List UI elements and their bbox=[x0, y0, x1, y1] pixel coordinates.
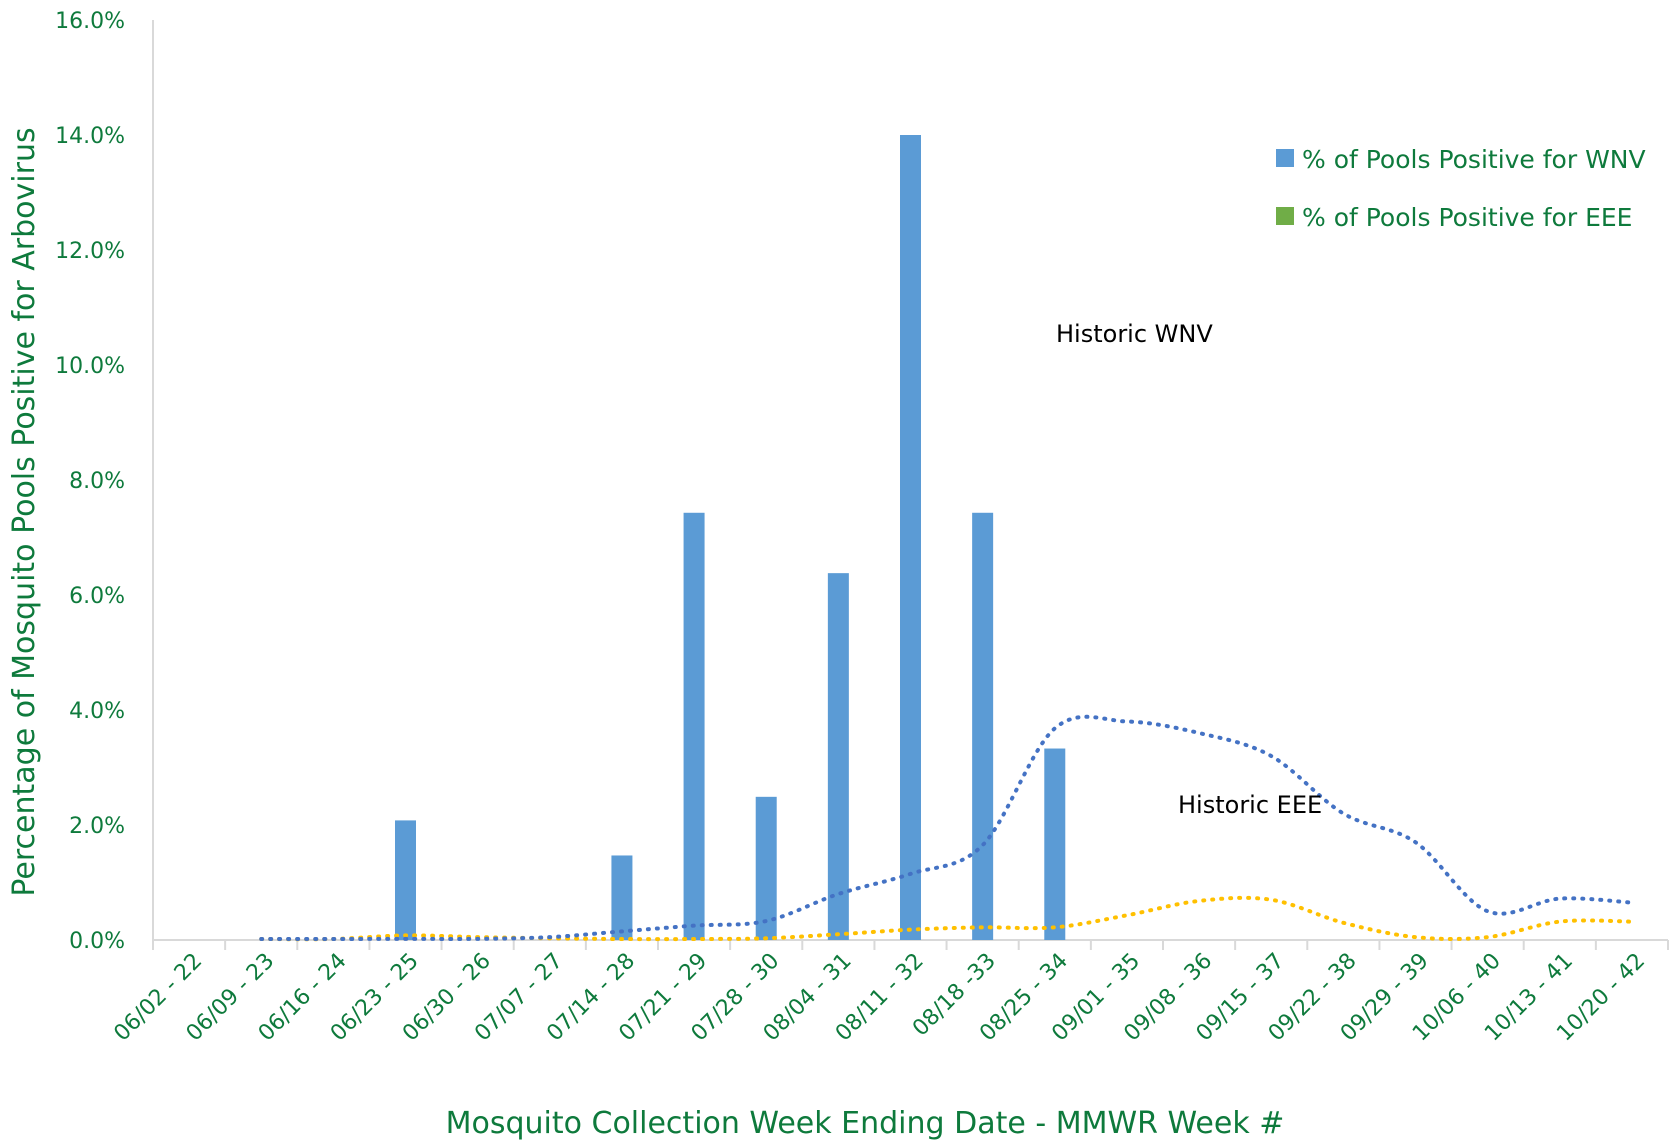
legend-label-wnv: % of Pools Positive for WNV bbox=[1302, 145, 1646, 174]
bar-wnv bbox=[755, 796, 777, 940]
y-tick-label: 12.0% bbox=[55, 239, 125, 264]
y-tick-label: 16.0% bbox=[55, 9, 125, 34]
y-tick-label: 2.0% bbox=[69, 814, 125, 839]
legend-swatch-wnv bbox=[1276, 149, 1294, 167]
y-tick-label: 8.0% bbox=[69, 469, 125, 494]
y-tick-label: 0.0% bbox=[69, 929, 125, 954]
bar-wnv bbox=[1044, 748, 1066, 940]
legend-label-eee: % of Pools Positive for EEE bbox=[1302, 203, 1632, 232]
bar-wnv bbox=[683, 512, 705, 940]
bar-wnv bbox=[611, 855, 633, 940]
line-historic-eee bbox=[259, 895, 1634, 942]
legend: % of Pools Positive for WNV % of Pools P… bbox=[1276, 145, 1646, 232]
annotation-historic-eee: Historic EEE bbox=[1178, 791, 1322, 819]
bars bbox=[395, 135, 1066, 940]
bar-wnv bbox=[395, 820, 416, 940]
bar-wnv bbox=[827, 573, 849, 940]
y-tick-label: 4.0% bbox=[69, 699, 125, 724]
y-tick-label: 10.0% bbox=[55, 354, 125, 379]
bar-wnv bbox=[972, 512, 994, 940]
y-tick-label: 6.0% bbox=[69, 584, 125, 609]
y-axis-title: Percentage of Mosquito Pools Positive fo… bbox=[7, 127, 42, 896]
annotation-historic-wnv: Historic WNV bbox=[1056, 320, 1213, 348]
y-tick-label: 14.0% bbox=[55, 124, 125, 149]
legend-swatch-eee bbox=[1276, 207, 1294, 225]
historic-lines bbox=[259, 714, 1634, 942]
y-axis-ticks: 0.0% 2.0% 4.0% 6.0% 8.0% 10.0% 12.0% 14.0% 16.0% bbox=[55, 9, 125, 954]
line-historic-wnv bbox=[259, 714, 1634, 942]
x-axis-title: Mosquito Collection Week Ending Date - M… bbox=[446, 1106, 1285, 1141]
bar-wnv bbox=[900, 135, 921, 940]
